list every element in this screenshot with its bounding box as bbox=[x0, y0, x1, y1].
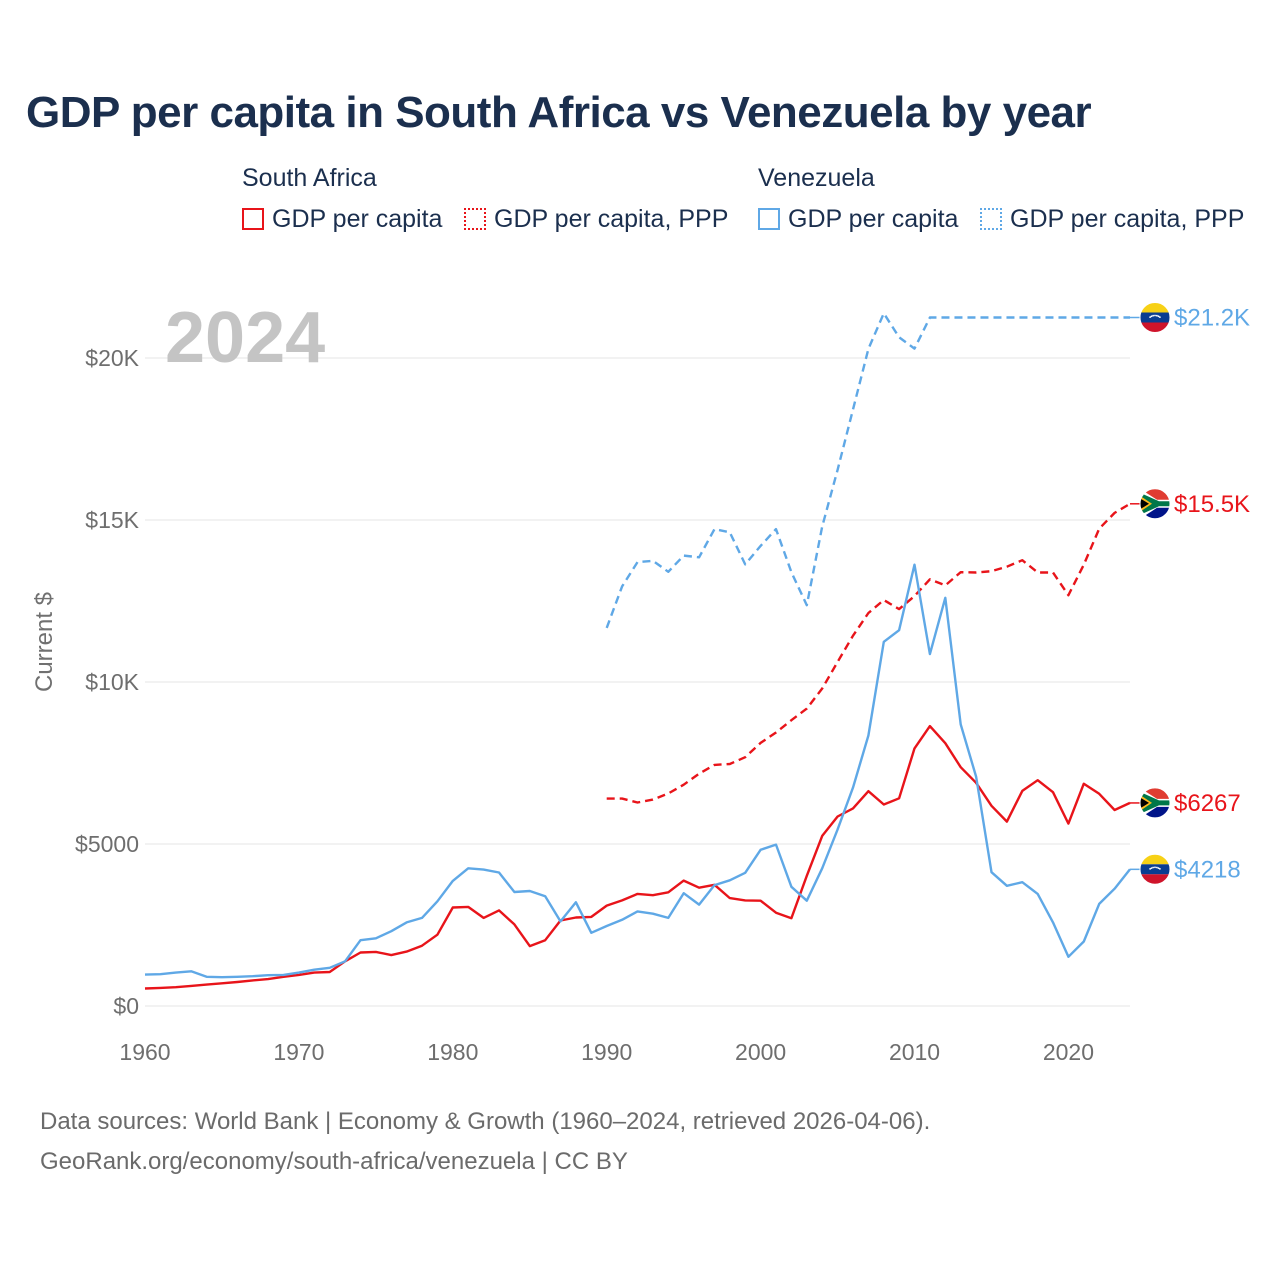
south-africa-flag-icon bbox=[1139, 787, 1171, 819]
x-tick-label: 2000 bbox=[735, 1039, 786, 1065]
y-tick-label: $0 bbox=[113, 993, 139, 1019]
series-line-sa-gdp[interactable] bbox=[144, 724, 1131, 990]
chart-title: GDP per capita in South Africa vs Venezu… bbox=[26, 88, 1092, 137]
x-tick-label: 2020 bbox=[1043, 1039, 1094, 1065]
venezuela-flag-icon bbox=[1139, 853, 1171, 885]
series-line-ve-gdp[interactable] bbox=[144, 563, 1131, 979]
venezuela-flag-icon bbox=[1139, 302, 1171, 333]
x-tick-label: 2010 bbox=[889, 1039, 940, 1065]
x-tick-label: 1970 bbox=[273, 1039, 324, 1065]
series-line-ve-ppp[interactable] bbox=[605, 312, 1130, 629]
series-layer bbox=[144, 312, 1140, 990]
legend-swatch-ve-gdp bbox=[758, 208, 780, 230]
x-tick-label: 1990 bbox=[581, 1039, 632, 1065]
y-tick-label: $15K bbox=[85, 507, 139, 533]
year-watermark: 2024 bbox=[165, 298, 325, 378]
y-tick-label: $20K bbox=[85, 345, 139, 371]
legend-label: GDP per capita, PPP bbox=[494, 204, 729, 233]
x-tick-label: 1980 bbox=[427, 1039, 478, 1065]
legend-item-sa-gdp[interactable]: GDP per capita bbox=[242, 204, 442, 234]
axis-layer: $0 $5000 $10K $15K $20K 1960 1970 1980 1990 2000 2… bbox=[75, 345, 1094, 1065]
legend-swatch-sa-gdp-ppp bbox=[464, 208, 486, 230]
end-label-layer: $6267 $15.5K $4218 $21.2K bbox=[1139, 302, 1250, 885]
footer-sources: Data sources: World Bank | Economy & Gro… bbox=[40, 1108, 931, 1135]
end-value-label: $4218 bbox=[1174, 856, 1241, 883]
legend-item-ve-gdp[interactable]: GDP per capita bbox=[758, 204, 958, 234]
legend-label: GDP per capita bbox=[272, 204, 443, 233]
legend-swatch-ve-gdp-ppp bbox=[980, 208, 1002, 230]
series-line-sa-ppp[interactable] bbox=[606, 502, 1131, 804]
y-tick-label: $10K bbox=[85, 669, 139, 695]
legend-item-ve-gdp-ppp[interactable]: GDP per capita, PPP bbox=[980, 204, 1244, 234]
legend-group-venezuela: Venezuela bbox=[758, 164, 875, 192]
y-tick-label: $5000 bbox=[75, 831, 139, 857]
grid-layer bbox=[145, 357, 1130, 1007]
legend-group-south-africa: South Africa bbox=[242, 164, 377, 192]
end-value-label: $6267 bbox=[1174, 790, 1241, 817]
y-axis-label: Current $ bbox=[31, 592, 58, 692]
legend-swatch-sa-gdp bbox=[242, 208, 264, 230]
legend-label: GDP per capita bbox=[788, 204, 959, 233]
legend-label: GDP per capita, PPP bbox=[1010, 204, 1245, 233]
end-value-label: $21.2K bbox=[1174, 305, 1250, 332]
legend-item-sa-gdp-ppp[interactable]: GDP per capita, PPP bbox=[464, 204, 728, 234]
footer-credit[interactable]: GeoRank.org/economy/south-africa/venezue… bbox=[40, 1148, 628, 1175]
x-tick-label: 1960 bbox=[119, 1039, 170, 1065]
end-value-label: $15.5K bbox=[1174, 491, 1250, 518]
south-africa-flag-icon bbox=[1139, 488, 1171, 520]
